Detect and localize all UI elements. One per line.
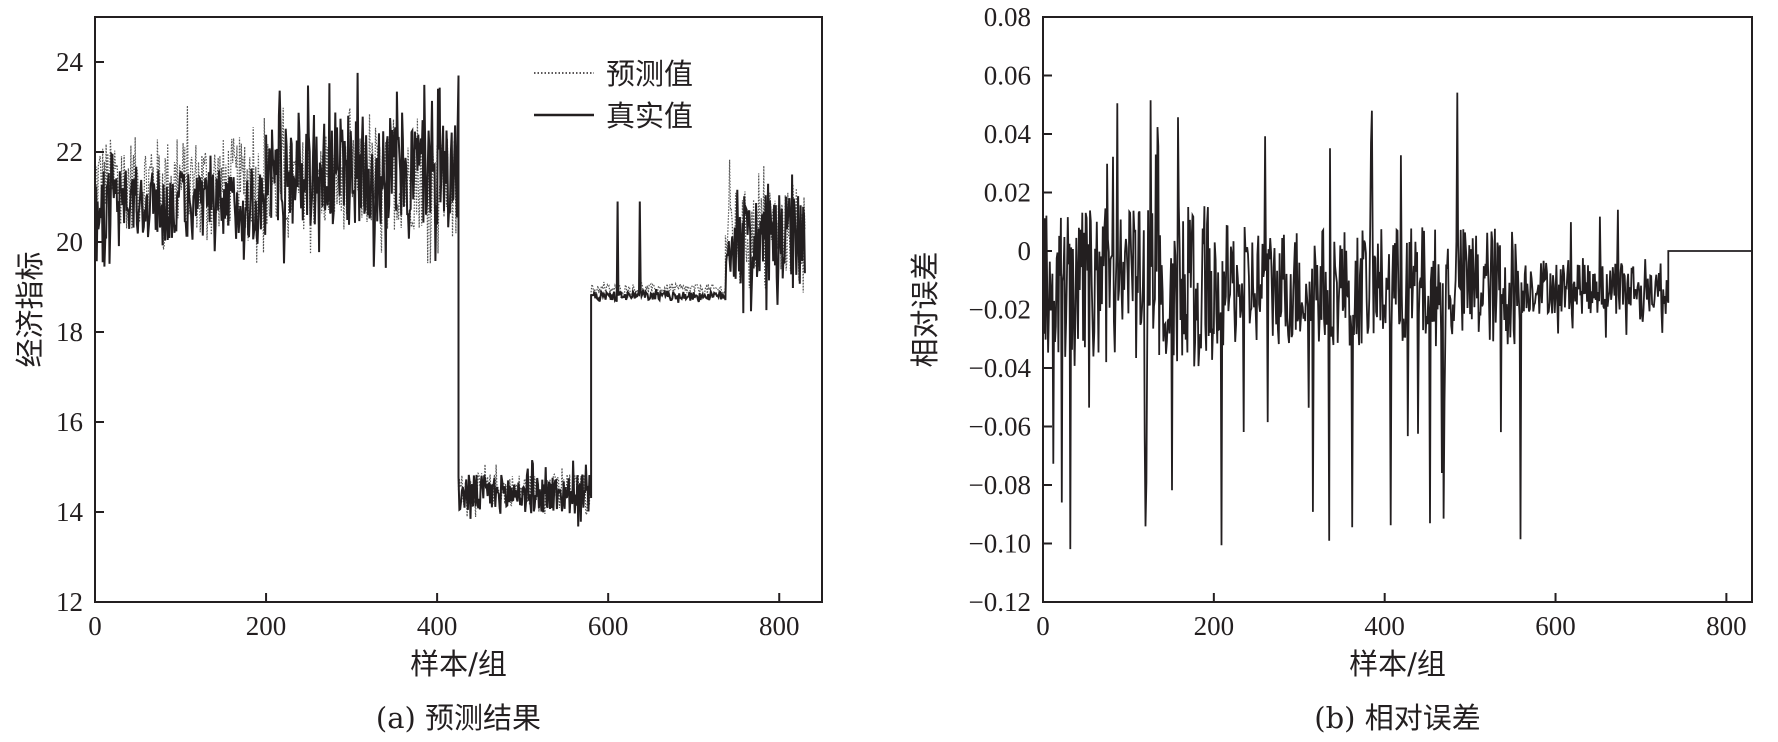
y-tick-label: 22 <box>56 137 83 167</box>
y-tick-label: −0.08 <box>969 470 1031 500</box>
y-tick-label: 0.06 <box>984 61 1031 91</box>
y-tick-label: 0 <box>1018 236 1032 266</box>
series-predicted-line <box>94 105 806 518</box>
x-tick-label: 400 <box>417 611 458 641</box>
panel-a-y-axis-label: 经济指标 <box>13 251 47 367</box>
x-tick-label: 200 <box>1194 611 1235 641</box>
x-tick-label: 600 <box>1535 611 1576 641</box>
legend-predicted-label: 预测值 <box>606 57 693 91</box>
x-tick-label: 400 <box>1364 611 1405 641</box>
panel-a-plot-frame <box>94 16 823 603</box>
panel-a-y-ticks: 12 14 16 18 20 22 24 <box>56 47 104 617</box>
y-tick-label: 0.02 <box>984 178 1031 208</box>
panel-b-x-ticks: 0 200 400 600 800 <box>1036 593 1747 641</box>
series-relative-error-line <box>1042 92 1752 550</box>
y-tick-label: −0.04 <box>969 353 1032 383</box>
y-tick-label: −0.12 <box>969 587 1031 617</box>
panel-b-series-lines <box>1042 92 1752 550</box>
x-tick-label: 600 <box>588 611 629 641</box>
y-tick-label: −0.02 <box>969 295 1031 325</box>
panel-a-series-lines <box>94 72 806 527</box>
x-tick-label: 0 <box>88 611 102 641</box>
panel-a-legend: 预测值 真实值 <box>534 57 693 133</box>
y-tick-label: 16 <box>56 407 83 437</box>
panel-b-plot-frame <box>1042 16 1753 603</box>
y-tick-label: 0.08 <box>984 2 1031 32</box>
x-tick-label: 800 <box>759 611 800 641</box>
panel-a-x-ticks: 0 200 400 600 800 <box>88 593 799 641</box>
panel-a-x-axis-label: 样本/组 <box>410 647 507 681</box>
panel-a-prediction-chart: 0 200 400 600 800 12 14 16 18 20 22 24 样本/组 经济指标 (… <box>13 16 823 735</box>
y-tick-label: 18 <box>56 317 83 347</box>
y-tick-label: 12 <box>56 587 83 617</box>
series-actual-line <box>94 72 806 527</box>
panel-b-y-axis-label: 相对误差 <box>908 251 942 367</box>
legend-actual-label: 真实值 <box>606 99 693 133</box>
x-tick-label: 800 <box>1706 611 1747 641</box>
y-tick-label: −0.10 <box>969 529 1031 559</box>
y-tick-label: −0.06 <box>969 412 1031 442</box>
x-tick-label: 0 <box>1036 611 1050 641</box>
y-tick-label: 20 <box>56 227 83 257</box>
x-tick-label: 200 <box>246 611 287 641</box>
y-tick-label: 0.04 <box>984 119 1032 149</box>
panel-b-x-axis-label: 样本/组 <box>1349 647 1446 681</box>
y-tick-label: 14 <box>56 497 84 527</box>
panel-b-relative-error-chart: 0 200 400 600 800 −0.12−0.10−0.08−0.06−0.04−… <box>908 2 1753 735</box>
y-tick-label: 24 <box>56 47 84 77</box>
panel-b-caption: (b) 相对误差 <box>1314 701 1480 735</box>
panel-b-y-ticks: −0.12 −0.10 −0.08 −0.06 −0.04 −0.02 0 0.02 0.04 0… <box>969 2 1052 617</box>
panel-a-caption: (a) 预测结果 <box>376 701 541 735</box>
